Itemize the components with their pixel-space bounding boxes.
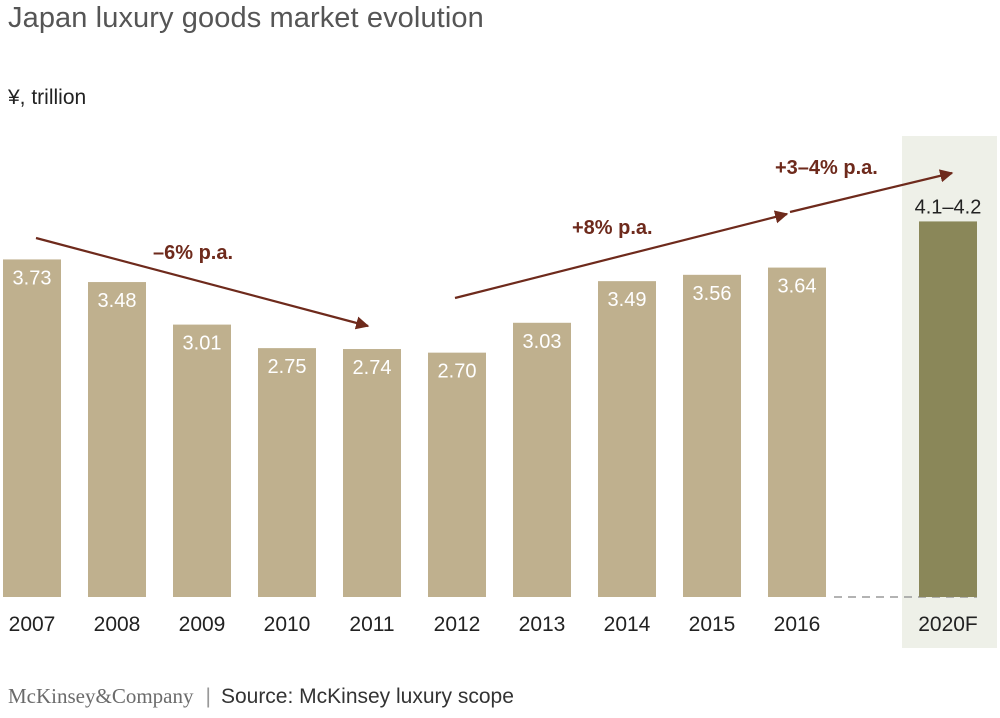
bar-value-label: 3.01 xyxy=(183,333,222,355)
trend-arrow xyxy=(454,210,789,300)
bar-2012 xyxy=(428,352,486,597)
bar-value-label: 3.56 xyxy=(693,283,732,305)
trend-label: +8% p.a. xyxy=(572,217,653,239)
bar-2014 xyxy=(598,281,656,597)
y-axis-unit-label: ¥, trillion xyxy=(8,86,87,109)
chart-title: Japan luxury goods market evolution xyxy=(8,2,484,34)
bar-chart: 3.73 2007 3.48 2008 3.01 2009 2.75 2010 2.74 2011… xyxy=(3,136,997,648)
x-tick-label: 2020F xyxy=(918,613,978,636)
trend-arrow xyxy=(35,236,370,330)
x-tick-label: 2011 xyxy=(349,613,394,636)
x-tick-label: 2010 xyxy=(264,613,311,636)
trend-label: –6% p.a. xyxy=(153,242,233,264)
bar-value-label: 3.49 xyxy=(608,289,647,311)
x-tick-label: 2014 xyxy=(604,613,651,636)
bar-2011 xyxy=(343,349,401,597)
bar-value-label: 2.75 xyxy=(268,356,307,378)
trend-arrow xyxy=(789,169,954,214)
x-tick-label: 2012 xyxy=(434,613,481,636)
bar-value-label: 3.64 xyxy=(778,276,817,298)
bar-2008 xyxy=(88,282,146,597)
bar-2013 xyxy=(513,322,571,597)
bar-2015 xyxy=(683,274,741,597)
x-tick-label: 2007 xyxy=(9,613,56,636)
bar-value-label: 4.1–4.2 xyxy=(915,196,982,218)
trend-label: +3–4% p.a. xyxy=(775,157,878,179)
x-tick-label: 2016 xyxy=(774,613,821,636)
x-tick-label: 2015 xyxy=(689,613,736,636)
bar-2016 xyxy=(768,267,826,597)
footer: McKinsey&Company | Source: McKinsey luxury… xyxy=(8,684,514,709)
bar-2010 xyxy=(258,348,316,597)
bar-value-label: 3.73 xyxy=(13,267,52,289)
bar-value-label: 3.48 xyxy=(98,290,137,312)
source-note: Source: McKinsey luxury scope xyxy=(220,685,514,708)
footer-separator: | xyxy=(205,685,211,708)
bar-value-label: 3.03 xyxy=(523,331,562,353)
bar-2020F xyxy=(919,221,977,598)
bar-value-label: 2.74 xyxy=(353,357,392,379)
bar-2009 xyxy=(173,324,231,597)
x-tick-label: 2009 xyxy=(179,613,226,636)
x-tick-label: 2008 xyxy=(94,613,141,636)
bar-value-label: 2.70 xyxy=(438,361,477,383)
x-tick-label: 2013 xyxy=(519,613,566,636)
brand-logo-text: McKinsey&Company xyxy=(8,684,194,708)
bar-2007 xyxy=(3,259,61,597)
